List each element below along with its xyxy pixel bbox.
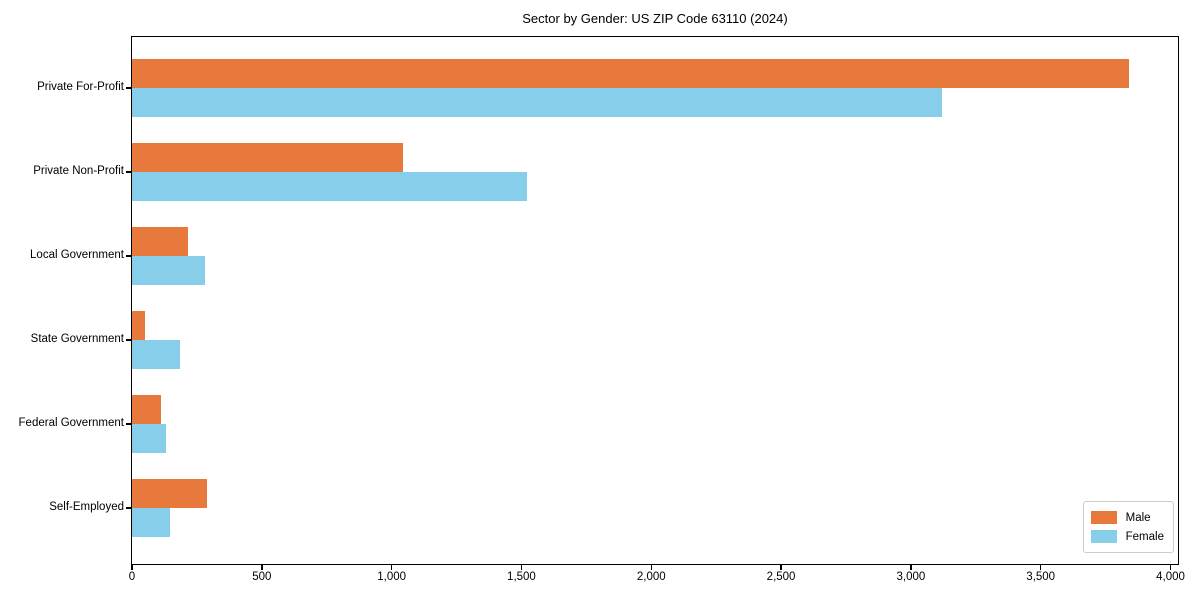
category-label-2: Local Government <box>30 249 124 261</box>
legend-item-male: Male <box>1090 508 1164 527</box>
x-tick-1 <box>261 565 263 570</box>
y-tick-5 <box>126 507 131 509</box>
legend-swatch-male <box>1090 511 1117 524</box>
x-tick-label-1: 500 <box>252 571 272 583</box>
x-tick-4 <box>650 565 652 570</box>
chart-title: Sector by Gender: US ZIP Code 63110 (202… <box>522 11 788 26</box>
plot-area: Male Female <box>131 36 1179 565</box>
category-label-4: Federal Government <box>18 417 124 429</box>
bar-male-0 <box>132 59 1129 88</box>
bar-male-3 <box>132 311 145 340</box>
category-label-3: State Government <box>30 333 124 345</box>
category-label-0: Private For-Profit <box>37 81 124 93</box>
x-tick-label-4: 2,000 <box>636 571 666 583</box>
x-tick-label-6: 3,000 <box>896 571 926 583</box>
bar-male-4 <box>132 395 161 424</box>
x-tick-0 <box>131 565 133 570</box>
legend-swatch-female <box>1090 530 1117 543</box>
x-tick-2 <box>390 565 393 570</box>
y-tick-3 <box>126 339 131 341</box>
bar-male-2 <box>132 227 188 256</box>
legend-label-male: Male <box>1125 511 1151 524</box>
bar-female-1 <box>132 172 527 201</box>
x-tick-label-0: 0 <box>128 571 136 583</box>
x-tick-label-5: 2,500 <box>766 571 796 583</box>
y-tick-1 <box>126 171 131 173</box>
category-label-5: Self-Employed <box>49 501 124 513</box>
bar-female-0 <box>132 88 942 117</box>
legend-label-female: Female <box>1125 530 1164 543</box>
x-tick-8 <box>1169 565 1172 570</box>
y-tick-0 <box>126 87 131 89</box>
x-tick-label-8: 4,000 <box>1156 571 1185 583</box>
legend-item-female: Female <box>1090 527 1164 546</box>
legend: Male Female <box>1082 501 1174 553</box>
x-tick-label-3: 1,500 <box>507 571 536 583</box>
bar-male-1 <box>132 143 404 172</box>
x-tick-7 <box>1039 565 1042 570</box>
bar-female-4 <box>132 424 166 453</box>
x-tick-3 <box>520 565 523 570</box>
bar-female-3 <box>132 340 180 369</box>
x-tick-5 <box>780 565 782 570</box>
category-label-1: Private Non-Profit <box>33 165 124 177</box>
y-tick-4 <box>126 423 131 425</box>
bar-female-2 <box>132 256 205 285</box>
bar-female-5 <box>132 508 170 537</box>
x-tick-6 <box>910 565 912 570</box>
x-tick-label-2: 1,000 <box>377 571 407 583</box>
bar-male-5 <box>132 479 208 508</box>
y-tick-2 <box>126 255 131 257</box>
x-tick-label-7: 3,500 <box>1026 571 1056 583</box>
